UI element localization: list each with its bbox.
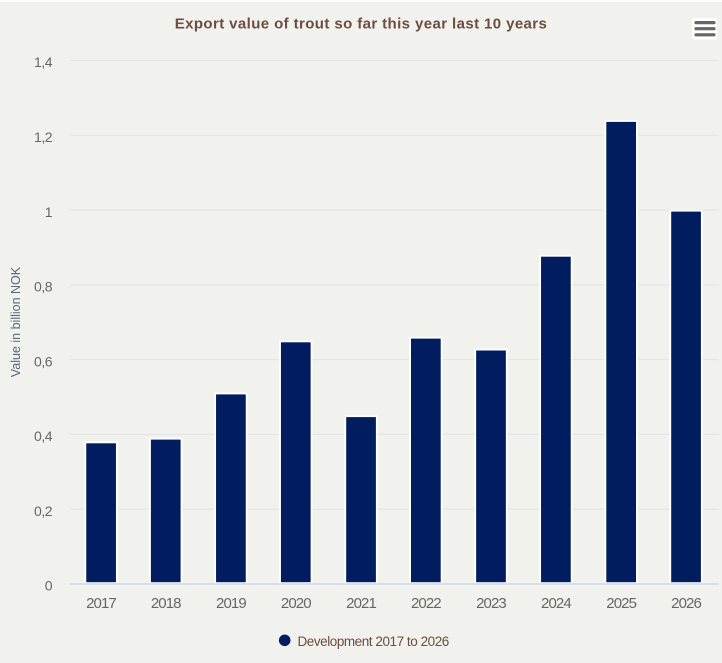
svg-text:2022: 2022 xyxy=(411,595,441,612)
svg-text:2018: 2018 xyxy=(151,595,181,612)
svg-text:Development 2017 to 2026: Development 2017 to 2026 xyxy=(298,634,449,649)
svg-text:0,8: 0,8 xyxy=(34,279,53,295)
svg-text:2025: 2025 xyxy=(606,595,636,612)
svg-text:Value in billion NOK: Value in billion NOK xyxy=(9,266,23,377)
svg-text:0,2: 0,2 xyxy=(34,503,53,519)
svg-text:1: 1 xyxy=(45,204,53,220)
svg-text:0,6: 0,6 xyxy=(34,353,53,369)
svg-text:2021: 2021 xyxy=(346,595,376,612)
svg-text:Export value of trout so far t: Export value of trout so far this year l… xyxy=(175,16,548,33)
svg-text:2024: 2024 xyxy=(541,595,571,612)
svg-text:0,4: 0,4 xyxy=(34,428,53,444)
svg-text:1,4: 1,4 xyxy=(34,54,53,70)
svg-text:2023: 2023 xyxy=(476,595,506,612)
svg-text:1,2: 1,2 xyxy=(34,129,53,145)
svg-text:0: 0 xyxy=(45,578,53,594)
svg-text:2020: 2020 xyxy=(281,595,311,612)
svg-text:2026: 2026 xyxy=(671,595,701,612)
svg-text:2017: 2017 xyxy=(86,595,116,612)
svg-text:2019: 2019 xyxy=(216,595,246,612)
